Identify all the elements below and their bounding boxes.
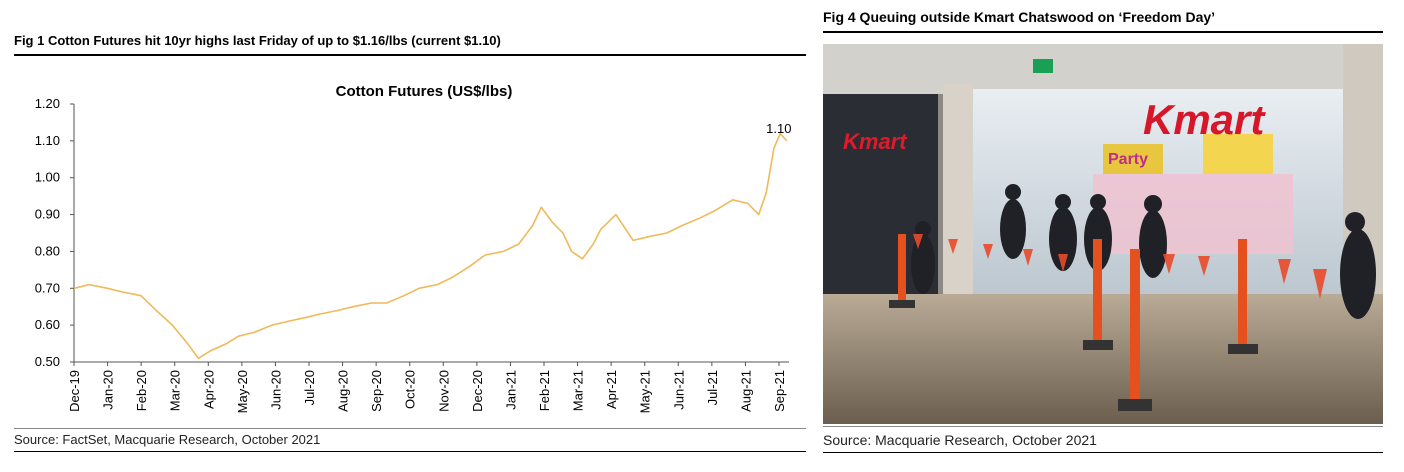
fig4-title: Fig 4 Queuing outside Kmart Chatswood on… xyxy=(823,9,1216,25)
cotton-futures-line xyxy=(73,132,788,360)
x-tick-label: Aug-20 xyxy=(336,370,351,412)
x-tick-label: Dec-19 xyxy=(67,370,82,412)
fig1-title-rule xyxy=(14,54,806,56)
last-value-label: 1.10 xyxy=(766,121,791,136)
x-tick-label: Apr-21 xyxy=(604,370,619,409)
x-tick-label: Jul-20 xyxy=(302,370,317,405)
x-tick-label: May-21 xyxy=(638,370,653,413)
kmart-queue-photo: Kmart Kmart Party xyxy=(823,44,1383,424)
y-tick-label: 0.80 xyxy=(35,243,60,258)
x-tick-label: Mar-21 xyxy=(571,370,586,411)
y-tick-label: 1.00 xyxy=(35,170,60,185)
fig1-title: Fig 1 Cotton Futures hit 10yr highs last… xyxy=(14,33,501,48)
y-tick-label: 1.10 xyxy=(35,133,60,148)
bunting-flags xyxy=(913,234,1327,299)
fig4-source-rule-bottom xyxy=(823,452,1383,453)
x-tick-label: Sep-20 xyxy=(369,370,384,412)
x-tick-label: Dec-20 xyxy=(470,370,485,412)
x-tick-label: Oct-20 xyxy=(403,370,418,409)
y-tick-label: 0.70 xyxy=(35,280,60,295)
fig4-title-rule xyxy=(823,31,1383,33)
x-axis: Dec-19 Jan-20 Feb-20 Mar-20 Apr-20 May-20 Jun-… xyxy=(67,361,789,413)
y-tick-label: 0.90 xyxy=(35,207,60,222)
x-tick-label: May-20 xyxy=(235,370,250,413)
orange-bollards xyxy=(889,234,1258,411)
x-tick-label: Jul-21 xyxy=(705,370,720,405)
floor xyxy=(823,294,1383,424)
y-tick-label: 1.20 xyxy=(35,96,60,111)
fig4-source: Source: Macquarie Research, October 2021 xyxy=(823,432,1097,448)
kmart-logo-sign: Kmart xyxy=(1143,96,1266,143)
x-tick-label: Feb-21 xyxy=(537,370,552,411)
x-tick-label: Aug-21 xyxy=(738,370,753,412)
y-tick-label: 0.60 xyxy=(35,317,60,332)
x-tick-label: Mar-20 xyxy=(168,370,183,411)
y-axis: 0.50 0.60 0.70 0.80 0.90 1.00 1.10 1.20 xyxy=(35,96,75,369)
kmart-side-sign: Kmart xyxy=(843,129,908,154)
x-tick-label: Feb-20 xyxy=(134,370,149,411)
party-sign: Party xyxy=(1108,151,1148,168)
x-tick-label: Jan-21 xyxy=(503,370,518,410)
x-tick-label: Nov-20 xyxy=(436,370,451,412)
x-tick-label: Sep-21 xyxy=(772,370,787,412)
cotton-futures-chart: Cotton Futures (US$/lbs) 0.50 0.60 0.70 0.8… xyxy=(35,83,792,413)
x-tick-label: Apr-20 xyxy=(201,370,216,409)
x-tick-label: Jan-20 xyxy=(101,370,116,410)
x-tick-label: Jun-21 xyxy=(671,370,686,410)
chart-title: Cotton Futures (US$/lbs) xyxy=(336,83,513,100)
fig4-source-rule-top xyxy=(823,426,1383,427)
fig1-source: Source: FactSet, Macquarie Research, Oct… xyxy=(14,432,321,447)
queue-people xyxy=(911,184,1376,319)
x-tick-label: Jun-20 xyxy=(268,370,283,410)
ceiling xyxy=(823,44,1383,94)
fig1-source-rule-top xyxy=(14,428,806,429)
y-tick-label: 0.50 xyxy=(35,354,60,369)
fig1-source-rule-bottom xyxy=(14,451,806,452)
